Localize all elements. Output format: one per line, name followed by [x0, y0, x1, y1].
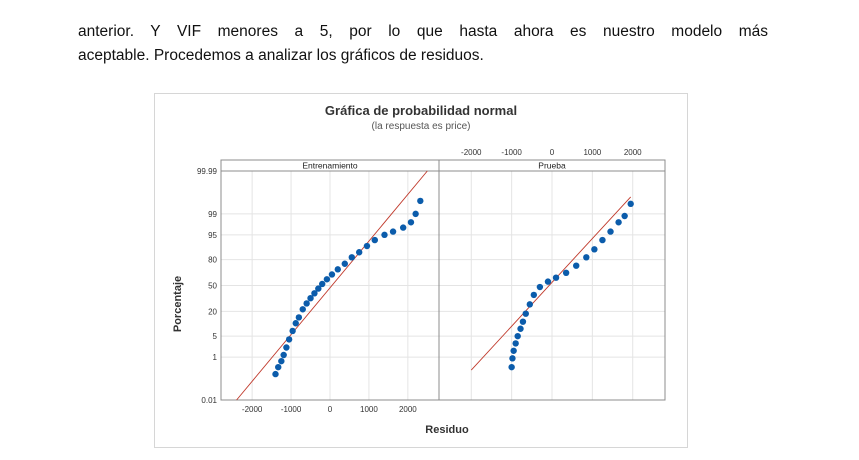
- data-point: [573, 262, 580, 269]
- data-point: [341, 260, 348, 267]
- panel-title: Entrenamiento: [302, 161, 358, 171]
- x-tick-label: 2000: [399, 405, 417, 414]
- data-point: [303, 300, 310, 307]
- data-point: [275, 363, 282, 371]
- tick-labels: Entrenamiento -2000 -1000 0 1000 2000 Prueba -2…: [197, 148, 642, 414]
- chart-title: Gráfica de probabilidad normal: [325, 103, 517, 118]
- data-point: [412, 210, 419, 218]
- data-point: [371, 236, 378, 244]
- data-point: [583, 254, 590, 261]
- grid-layer: [221, 170, 665, 401]
- y-tick-label: 99.99: [197, 167, 218, 176]
- data-point: [607, 228, 614, 235]
- data-point: [272, 370, 279, 378]
- x-tick-label: 2000: [624, 148, 642, 157]
- x-tick-label: -1000: [501, 148, 522, 157]
- y-tick-label: 99: [208, 210, 217, 219]
- data-point: [627, 200, 634, 208]
- x-tick-label: 0: [550, 148, 555, 157]
- data-point: [292, 320, 299, 327]
- data-point: [514, 332, 521, 340]
- panel-frames: [220, 159, 666, 401]
- x-tick-label: -2000: [242, 405, 263, 414]
- probability-plot: Gráfica de probabilidad normal (la respu…: [172, 103, 666, 436]
- fit-lines: [236, 170, 632, 401]
- data-point: [615, 219, 622, 226]
- data-point: [509, 355, 516, 362]
- data-point: [530, 291, 538, 299]
- normal-probability-figure: Gráfica de probabilidad normal (la respu…: [154, 93, 688, 448]
- x-tick-label: 1000: [583, 148, 601, 157]
- body-paragraph: anterior. Y VIF menores a 5, por lo que …: [78, 20, 768, 68]
- x-axis-label: Residuo: [425, 424, 469, 436]
- data-point: [526, 301, 534, 308]
- data-point: [285, 336, 293, 343]
- y-tick-label: 0.01: [201, 396, 217, 405]
- x-tick-label: -1000: [281, 405, 302, 414]
- data-point: [407, 219, 415, 226]
- fit-line: [470, 196, 632, 371]
- data-point: [562, 269, 570, 277]
- data-point: [328, 271, 336, 278]
- y-tick-label: 95: [208, 231, 217, 240]
- y-tick-label: 20: [208, 307, 217, 316]
- paragraph-line-1: anterior. Y VIF menores a 5, por lo que …: [78, 23, 768, 40]
- data-point: [621, 212, 628, 220]
- data-point: [348, 254, 355, 261]
- x-tick-label: -2000: [461, 148, 482, 157]
- data-point: [591, 246, 598, 253]
- fit-line: [236, 170, 428, 401]
- chart-subtitle: (la respuesta es price): [372, 121, 471, 132]
- data-point: [599, 236, 606, 244]
- data-point: [278, 357, 285, 365]
- data-point: [311, 290, 318, 297]
- data-point: [508, 363, 515, 371]
- data-point: [389, 228, 397, 235]
- y-tick-label: 80: [208, 256, 217, 265]
- panel-header: [438, 159, 666, 172]
- data-point: [323, 276, 331, 283]
- data-points: [272, 197, 634, 378]
- data-point: [289, 327, 296, 335]
- data-point: [512, 340, 519, 347]
- data-point: [283, 344, 290, 351]
- data-point: [417, 197, 424, 205]
- x-tick-label: 0: [328, 405, 333, 414]
- data-point: [299, 306, 306, 313]
- data-point: [295, 314, 303, 321]
- y-tick-label: 1: [213, 353, 218, 362]
- data-point: [517, 325, 524, 332]
- data-point: [280, 351, 287, 359]
- y-tick-label: 5: [213, 332, 218, 341]
- y-axis-label: Porcentaje: [172, 276, 184, 332]
- data-point: [519, 318, 527, 325]
- y-tick-label: 50: [208, 282, 217, 291]
- data-point: [522, 310, 529, 317]
- data-point: [544, 278, 552, 285]
- data-point: [355, 249, 363, 256]
- data-point: [510, 347, 517, 354]
- data-point: [307, 294, 314, 302]
- data-point: [319, 280, 326, 288]
- data-point: [315, 285, 322, 292]
- paragraph-line-2: aceptable. Procedemos a analizar los grá…: [78, 47, 484, 64]
- data-point: [552, 274, 560, 281]
- data-point: [363, 242, 371, 250]
- x-tick-label: 1000: [360, 405, 378, 414]
- panel-title: Prueba: [538, 161, 566, 171]
- data-point: [536, 283, 544, 291]
- data-point: [399, 224, 407, 231]
- data-point: [334, 266, 341, 273]
- data-point: [381, 231, 388, 239]
